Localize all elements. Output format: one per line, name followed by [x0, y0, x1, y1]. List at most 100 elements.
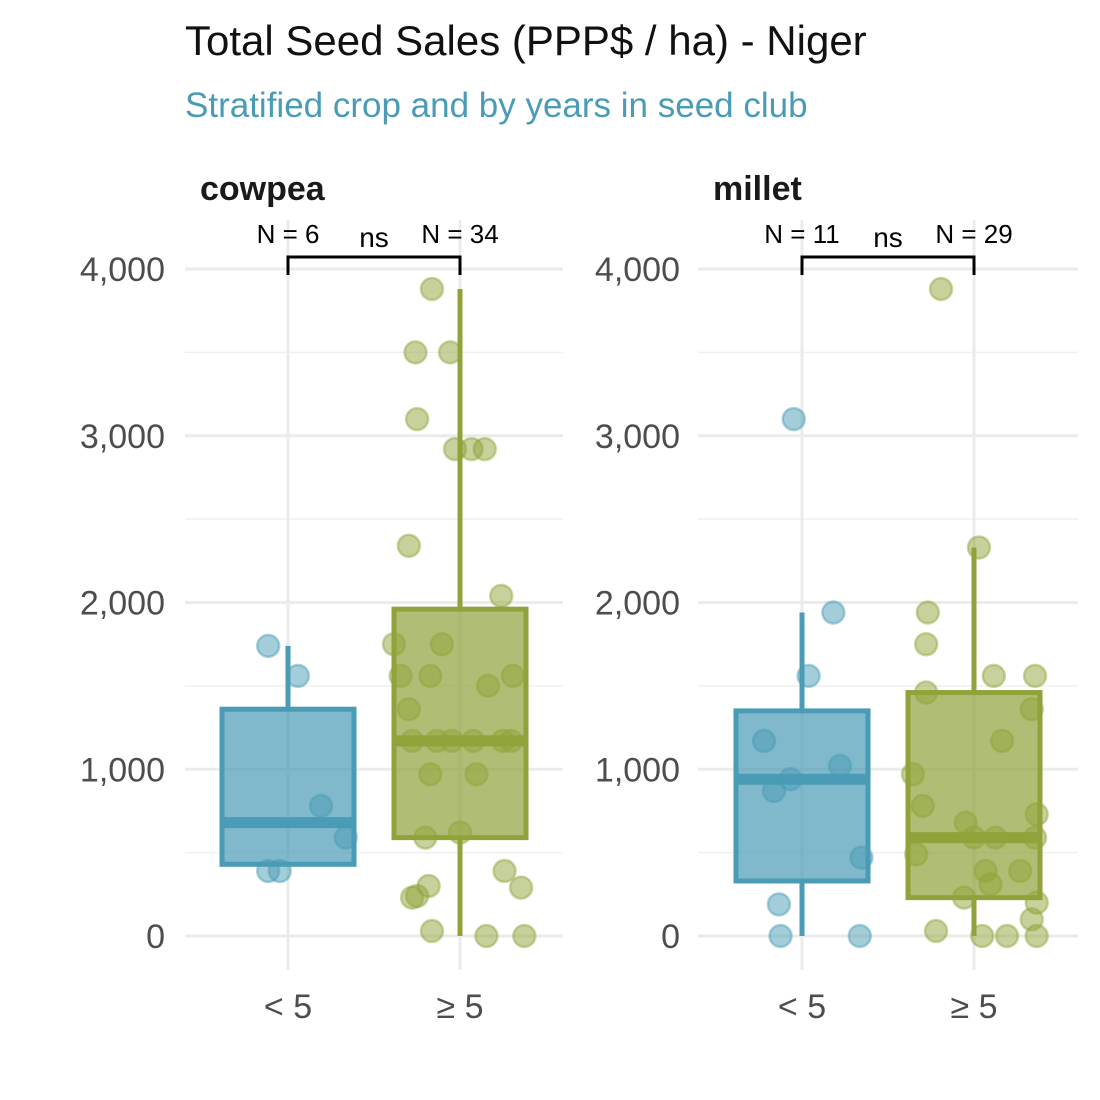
x-tick-label: < 5 [778, 988, 826, 1026]
data-point [508, 875, 534, 900]
x-tick-label: < 5 [264, 988, 312, 1026]
data-point [267, 858, 292, 884]
data-point [1022, 825, 1048, 850]
data-point [761, 778, 787, 804]
n-label: N = 6 [257, 219, 320, 249]
data-point [983, 825, 1008, 850]
data-point [399, 885, 425, 910]
data-point [255, 633, 281, 659]
data-point [970, 923, 995, 949]
facet-title: cowpea [200, 170, 326, 208]
y-tick-label: 1,000 [80, 751, 165, 789]
data-point [994, 923, 1020, 949]
data-point [910, 793, 936, 819]
data-point [492, 858, 517, 884]
data-point [1024, 802, 1049, 827]
data-point [900, 762, 926, 787]
data-point [437, 340, 463, 365]
data-point [475, 673, 501, 699]
data-point [904, 842, 929, 867]
data-point [781, 406, 806, 432]
data-point [418, 663, 443, 689]
facet-cowpea: 0 1,000 2,000 3,000 4,000 cowpea N = 6 < 5 N = 3… [80, 170, 563, 1026]
n-label: N = 29 [935, 219, 1012, 249]
data-point [418, 762, 443, 787]
significance-label: ns [359, 222, 389, 253]
data-point [403, 340, 428, 365]
facet-panels: 0 1,000 2,000 3,000 4,000 cowpea N = 6 < 5 N = 3… [80, 170, 1078, 1026]
y-tick-label: 4,000 [80, 251, 165, 289]
data-point [388, 663, 413, 689]
data-point [821, 600, 846, 625]
data-point [404, 406, 430, 432]
data-point [778, 767, 803, 792]
y-tick-label: 2,000 [595, 585, 680, 623]
x-tick-label: ≥ 5 [436, 988, 483, 1026]
facet-title: millet [713, 170, 802, 208]
box-group-ge5: N = 34 ≥ 5 [381, 219, 537, 1026]
data-point [308, 793, 334, 819]
data-point [285, 663, 311, 689]
data-point [923, 918, 949, 944]
n-label: N = 11 [764, 219, 839, 249]
data-point [396, 533, 422, 559]
data-point [419, 918, 445, 944]
box-group-lt5: N = 6 < 5 [219, 219, 358, 1026]
data-point [429, 631, 455, 657]
y-tick-label: 1,000 [595, 751, 680, 789]
data-point [928, 276, 954, 302]
box-group-ge5: N = 29 ≥ 5 [900, 219, 1049, 1026]
data-point [961, 825, 987, 850]
data-point [460, 728, 486, 754]
box [391, 606, 529, 841]
data-point [766, 892, 792, 917]
data-point [913, 680, 939, 705]
data-point [1019, 696, 1044, 722]
data-point [978, 872, 1003, 897]
y-tick-label: 4,000 [595, 251, 680, 289]
y-tick-label: 2,000 [80, 585, 165, 623]
significance-label: ns [873, 222, 903, 253]
data-point [472, 436, 497, 462]
data-point [439, 728, 464, 754]
data-point [796, 663, 821, 689]
data-point [913, 631, 939, 657]
box-group-lt5: N = 11 < 5 [733, 219, 874, 1026]
data-point [827, 753, 853, 779]
data-point [500, 663, 526, 689]
data-point [419, 276, 445, 302]
data-point [399, 728, 425, 754]
data-point [1022, 663, 1048, 689]
data-point [474, 923, 499, 949]
significance-bracket [800, 255, 976, 275]
n-label: N = 34 [421, 219, 498, 249]
box [219, 706, 357, 867]
data-point [396, 696, 422, 722]
data-point [915, 600, 941, 625]
data-point [981, 663, 1007, 689]
data-point [464, 762, 489, 787]
data-point [413, 825, 438, 850]
x-tick-label: ≥ 5 [950, 988, 997, 1026]
y-tick-label: 3,000 [80, 418, 165, 456]
data-point [1007, 858, 1033, 884]
y-tick-label: 3,000 [595, 418, 680, 456]
chart-subtitle: Stratified crop and by years in seed clu… [185, 86, 808, 125]
data-point [512, 923, 537, 949]
y-tick-label: 0 [661, 918, 680, 956]
data-point [847, 923, 872, 949]
data-point [751, 728, 777, 754]
data-point [489, 583, 514, 609]
data-point [1024, 923, 1049, 949]
data-point [768, 923, 793, 949]
data-point [333, 825, 358, 850]
data-point [498, 728, 524, 754]
chart-title: Total Seed Sales (PPP$ / ha) - Niger [185, 17, 867, 64]
significance-bracket [286, 255, 462, 275]
data-point [951, 885, 977, 910]
data-point [966, 535, 992, 560]
data-point [849, 845, 874, 870]
y-tick-label: 0 [146, 918, 165, 956]
